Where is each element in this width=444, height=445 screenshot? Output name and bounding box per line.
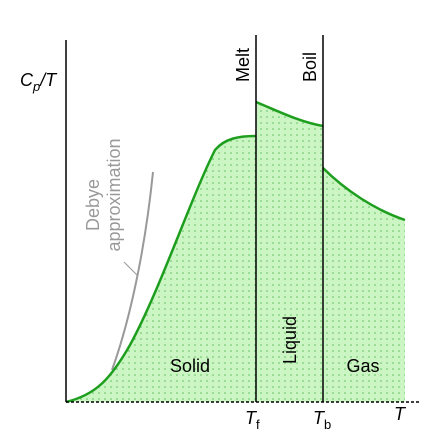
boil-temp: Tb bbox=[313, 408, 331, 432]
solid-area bbox=[66, 136, 256, 402]
debye-curve bbox=[111, 171, 154, 371]
melt-label: Melt bbox=[233, 48, 253, 82]
melt-temp: Tf bbox=[245, 408, 260, 432]
boil-label: Boil bbox=[300, 52, 320, 82]
liquid-area bbox=[256, 102, 323, 402]
debye-leader bbox=[123, 261, 138, 276]
solid-curve bbox=[65, 134, 257, 404]
liquid-label: Liquid bbox=[280, 316, 300, 364]
gas-area bbox=[323, 168, 405, 402]
x-axis-label: T bbox=[394, 404, 407, 424]
y-axis-label: Cp/T bbox=[20, 70, 58, 94]
gas-label: Gas bbox=[346, 356, 379, 376]
solid-label: Solid bbox=[170, 356, 210, 376]
debye-label: approximation bbox=[104, 138, 124, 251]
liquid-curve bbox=[255, 100, 324, 128]
debye-label: Debye bbox=[83, 179, 103, 231]
gas-curve bbox=[322, 167, 406, 222]
